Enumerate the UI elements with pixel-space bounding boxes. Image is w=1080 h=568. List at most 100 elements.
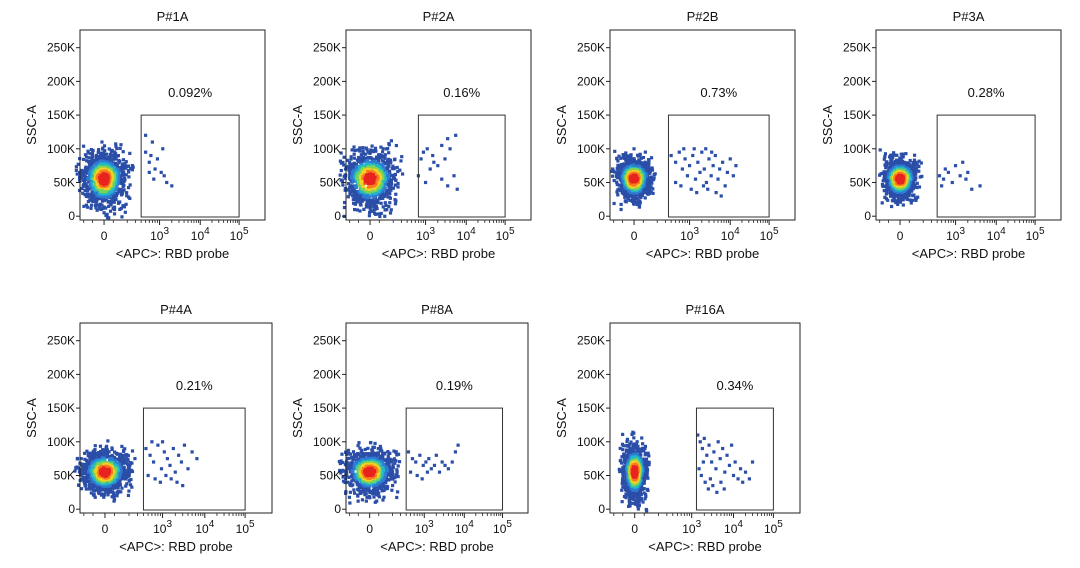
population-dot — [382, 496, 385, 499]
x-tick-label: 104 — [987, 226, 1006, 243]
event-point — [177, 454, 180, 457]
event-point — [456, 188, 459, 191]
event-point — [174, 471, 177, 474]
population-dot — [918, 160, 921, 163]
population-dot — [382, 147, 385, 150]
population-dot — [119, 147, 122, 150]
population-dot — [106, 439, 109, 442]
population-dot — [368, 152, 371, 155]
population-dot — [119, 143, 122, 146]
event-point — [683, 157, 686, 160]
population-dot — [616, 193, 619, 196]
x-tick-label: 103 — [416, 226, 435, 243]
event-point — [448, 147, 451, 150]
population-dot — [120, 191, 123, 194]
event-point — [426, 147, 429, 150]
population-dot — [368, 177, 371, 180]
population-dot — [365, 500, 368, 503]
event-point — [163, 450, 166, 453]
population-dot — [881, 201, 884, 204]
population-dots — [338, 441, 401, 505]
y-tick-label: 50K — [54, 468, 75, 482]
population-dot — [83, 452, 86, 455]
population-dot — [904, 152, 907, 155]
event-point — [156, 157, 159, 160]
population-dot — [884, 166, 887, 169]
population-dot — [342, 156, 345, 159]
population-dot — [381, 150, 384, 153]
event-points — [938, 161, 982, 191]
population-dot — [99, 203, 102, 206]
population-dot — [894, 199, 897, 202]
y-tick-label: 250K — [313, 41, 341, 55]
population-dot — [396, 170, 399, 173]
population-dot — [881, 185, 884, 188]
population-dot — [364, 448, 367, 451]
event-point — [168, 464, 171, 467]
event-point — [710, 174, 713, 177]
population-dot — [611, 175, 614, 178]
event-point — [183, 444, 186, 447]
event-point — [440, 144, 443, 147]
y-tick-label: 0 — [68, 209, 75, 223]
x-tick-label: 105 — [496, 226, 515, 243]
y-tick-label: 100K — [47, 142, 75, 156]
population-dot — [357, 441, 360, 444]
event-point — [154, 477, 157, 480]
population-dot — [385, 147, 388, 150]
population-dot — [381, 498, 384, 501]
panel-title: P#2A — [423, 9, 455, 24]
population-dot — [125, 203, 128, 206]
population-dot — [103, 178, 106, 181]
event-point — [942, 178, 945, 181]
y-tick-label: 0 — [598, 209, 605, 223]
event-point — [153, 167, 156, 170]
population-dot — [125, 194, 128, 197]
y-tick-label: 100K — [47, 435, 75, 449]
gate-percentage: 0.092% — [168, 85, 213, 100]
population-dot — [102, 211, 105, 214]
population-dot — [76, 457, 79, 460]
population-dot — [401, 172, 404, 175]
event-point — [160, 467, 163, 470]
population-dot — [352, 145, 355, 148]
population-dot — [77, 466, 80, 469]
gate-percentage: 0.73% — [700, 85, 737, 100]
population-dot — [121, 204, 124, 207]
event-point — [454, 134, 457, 137]
event-point — [164, 474, 167, 477]
event-point — [440, 178, 443, 181]
event-point — [166, 457, 169, 460]
x-tick-label: 104 — [457, 226, 476, 243]
event-point — [436, 164, 439, 167]
event-point — [978, 184, 981, 187]
y-tick-label: 150K — [843, 108, 871, 122]
population-dot — [82, 145, 85, 148]
population-dot — [93, 183, 96, 186]
population-dot — [899, 177, 902, 180]
x-axis-label: <APC>: RBD probe — [646, 246, 759, 261]
population-dot — [395, 468, 398, 471]
population-dot — [387, 452, 390, 455]
event-point — [180, 460, 183, 463]
event-point — [954, 164, 957, 167]
event-point — [698, 171, 701, 174]
population-dot — [358, 209, 361, 212]
y-tick-label: 150K — [47, 401, 75, 415]
event-point — [186, 467, 189, 470]
event-point — [170, 477, 173, 480]
x-tick-label: 0 — [101, 229, 108, 243]
population-dot — [653, 173, 656, 176]
population-dot — [389, 211, 392, 214]
event-point — [161, 440, 164, 443]
event-points — [144, 134, 173, 188]
y-tick-label: 150K — [313, 108, 341, 122]
event-point — [688, 164, 691, 167]
event-point — [148, 171, 151, 174]
event-point — [147, 474, 150, 477]
population-dot — [647, 165, 650, 168]
population-dot — [348, 501, 351, 504]
event-point — [964, 178, 967, 181]
